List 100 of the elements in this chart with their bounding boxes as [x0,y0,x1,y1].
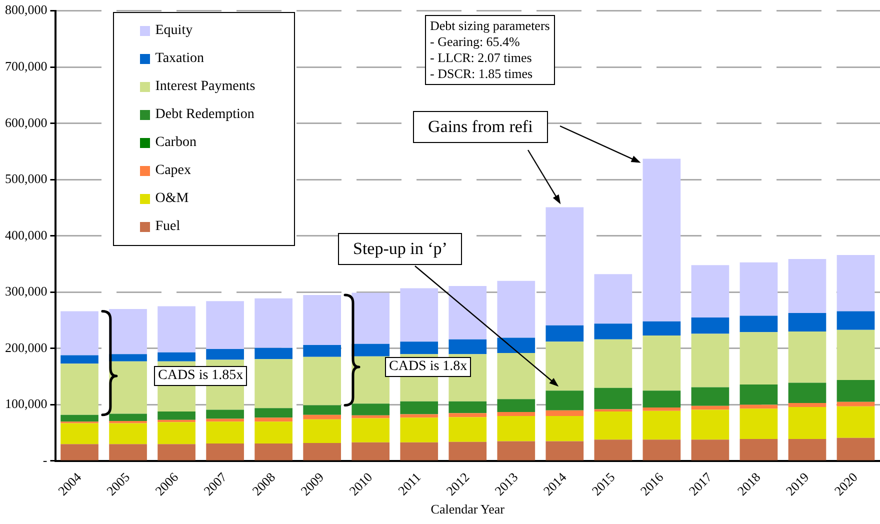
bar [691,406,730,410]
x-tick-label: 2011 [394,469,424,498]
bar [254,359,292,408]
bar [109,423,147,444]
bar [158,422,196,444]
bar [788,439,826,460]
bar [303,419,341,443]
bar [691,387,730,406]
bar [836,438,875,460]
bar [60,355,98,364]
bar [60,423,98,444]
bar [594,388,632,410]
bar [303,405,341,415]
bar [497,416,536,442]
legend-label: O&M [155,190,189,207]
y-tick-label: 600,000 [5,114,48,130]
bar [788,406,826,440]
bar [109,354,147,362]
bar [691,410,730,440]
y-tick-label: 300,000 [5,284,48,299]
legend-label: Capex [155,162,192,179]
bar [642,321,681,336]
bar [303,442,341,460]
bar [497,441,536,460]
bar [158,444,196,460]
bar [497,352,536,400]
bar [836,406,875,438]
annotation: Debt sizing parameters - Gearing: 65.4% - LLCR: 2.07 times - DSCR: 1.85 times [425,15,555,85]
bar [691,440,730,460]
annotation: Gains from refi [413,111,548,143]
bar [642,408,681,411]
bar [448,286,487,340]
legend-label: Fuel [155,218,180,235]
bar [400,418,438,442]
bar [60,444,98,460]
bar [788,403,826,407]
bar [448,442,487,460]
y-tick-label: 700,000 [5,58,48,74]
bar [497,280,536,338]
bar [448,413,487,418]
bar [206,410,244,419]
bar [254,418,292,422]
bar [594,411,632,440]
bar [546,207,584,326]
bar [303,414,341,420]
bar [546,410,584,416]
bar [254,348,292,360]
bar [400,401,438,414]
bar [497,412,536,416]
y-tick-label: 400,000 [5,227,48,242]
bar [206,444,244,460]
bar [254,444,292,460]
bar [642,158,681,322]
bar [788,382,826,404]
x-axis-title: Calendar Year [430,502,506,517]
bar [836,255,875,312]
bar [206,301,244,349]
bar [254,298,292,348]
bar [546,342,584,391]
bar [836,402,875,406]
bar [788,332,826,383]
annotation: Step-up in ‘p’ [338,233,462,265]
bar [642,390,681,408]
bar [497,338,536,353]
bar [836,330,875,380]
bar [400,288,438,342]
bar [109,414,147,422]
bar [740,332,778,384]
y-tick-label: 200,000 [5,340,48,355]
y-tick-label: 500,000 [5,171,48,186]
bar [400,342,438,354]
bar [303,294,341,346]
y-tick-label: - [42,452,48,468]
bar [448,417,487,442]
bar [691,334,730,388]
bar [400,442,438,460]
legend-label: Interest Payments [155,78,256,95]
bar [448,339,487,354]
y-tick-label: 800,000 [5,2,48,18]
bar [546,416,584,442]
bar [740,262,778,316]
annotation: CADS is 1.85x [154,366,248,386]
legend-label: Debt Redemption [155,106,254,123]
bar [158,352,196,362]
bar [740,316,778,332]
bar [642,335,681,391]
bar [788,312,826,332]
bar [546,441,584,460]
bar [158,306,196,352]
bar [740,439,778,460]
bar [303,356,341,406]
bar [691,265,730,318]
legend-label: Carbon [155,134,196,151]
annotation: CADS is 1.8x [385,357,472,377]
bar [594,440,632,460]
bar [254,422,292,444]
bar [836,380,875,402]
bar [594,324,632,340]
bar [109,361,147,414]
bar [109,309,147,354]
